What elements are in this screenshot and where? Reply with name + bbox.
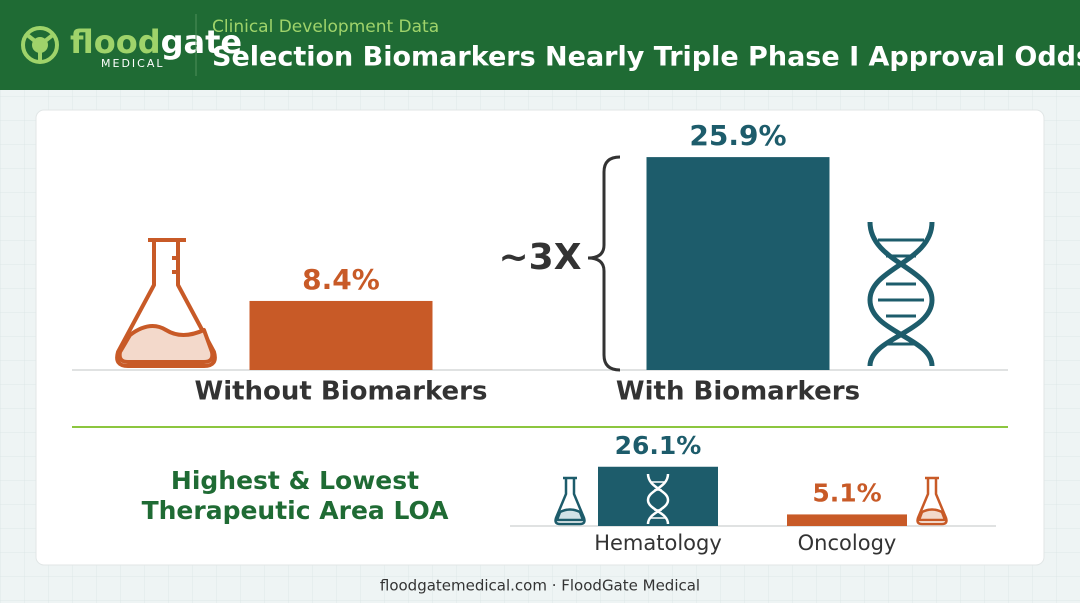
category-label: Oncology <box>798 531 897 555</box>
category-label: Hematology <box>594 531 722 555</box>
flask-icon <box>115 238 217 368</box>
value-label: 8.4% <box>302 263 380 296</box>
bar <box>646 157 830 370</box>
logo-text: floodgate <box>70 23 242 61</box>
value-label: 5.1% <box>812 478 881 507</box>
logo-tagline: MEDICAL <box>101 57 165 70</box>
logo-icon <box>21 26 59 64</box>
category-label: Without Biomarkers <box>195 377 488 407</box>
header-band <box>0 0 1080 90</box>
subtitle: Clinical Development Data <box>212 17 439 37</box>
dna-icon <box>867 221 935 367</box>
bar <box>598 466 718 526</box>
bar <box>249 300 433 370</box>
logo-part: flood <box>70 23 161 61</box>
small-flask-icon <box>916 476 948 526</box>
small-flask-icon <box>554 476 586 526</box>
value-label: 25.9% <box>689 119 786 152</box>
logo-part: gate <box>161 23 243 61</box>
section-title: Therapeutic Area LOA <box>142 496 450 525</box>
bar <box>787 514 907 526</box>
small-dna-icon <box>646 473 670 525</box>
brace <box>587 155 621 372</box>
section-title: Highest & Lowest <box>171 466 419 495</box>
category-label: With Biomarkers <box>616 377 860 407</box>
footer: floodgatemedical.com · FloodGate Medical <box>380 577 700 595</box>
annotation: ~3X <box>499 237 582 278</box>
title: Selection Biomarkers Nearly Triple Phase… <box>212 42 1080 73</box>
value-label: 26.1% <box>615 431 702 460</box>
